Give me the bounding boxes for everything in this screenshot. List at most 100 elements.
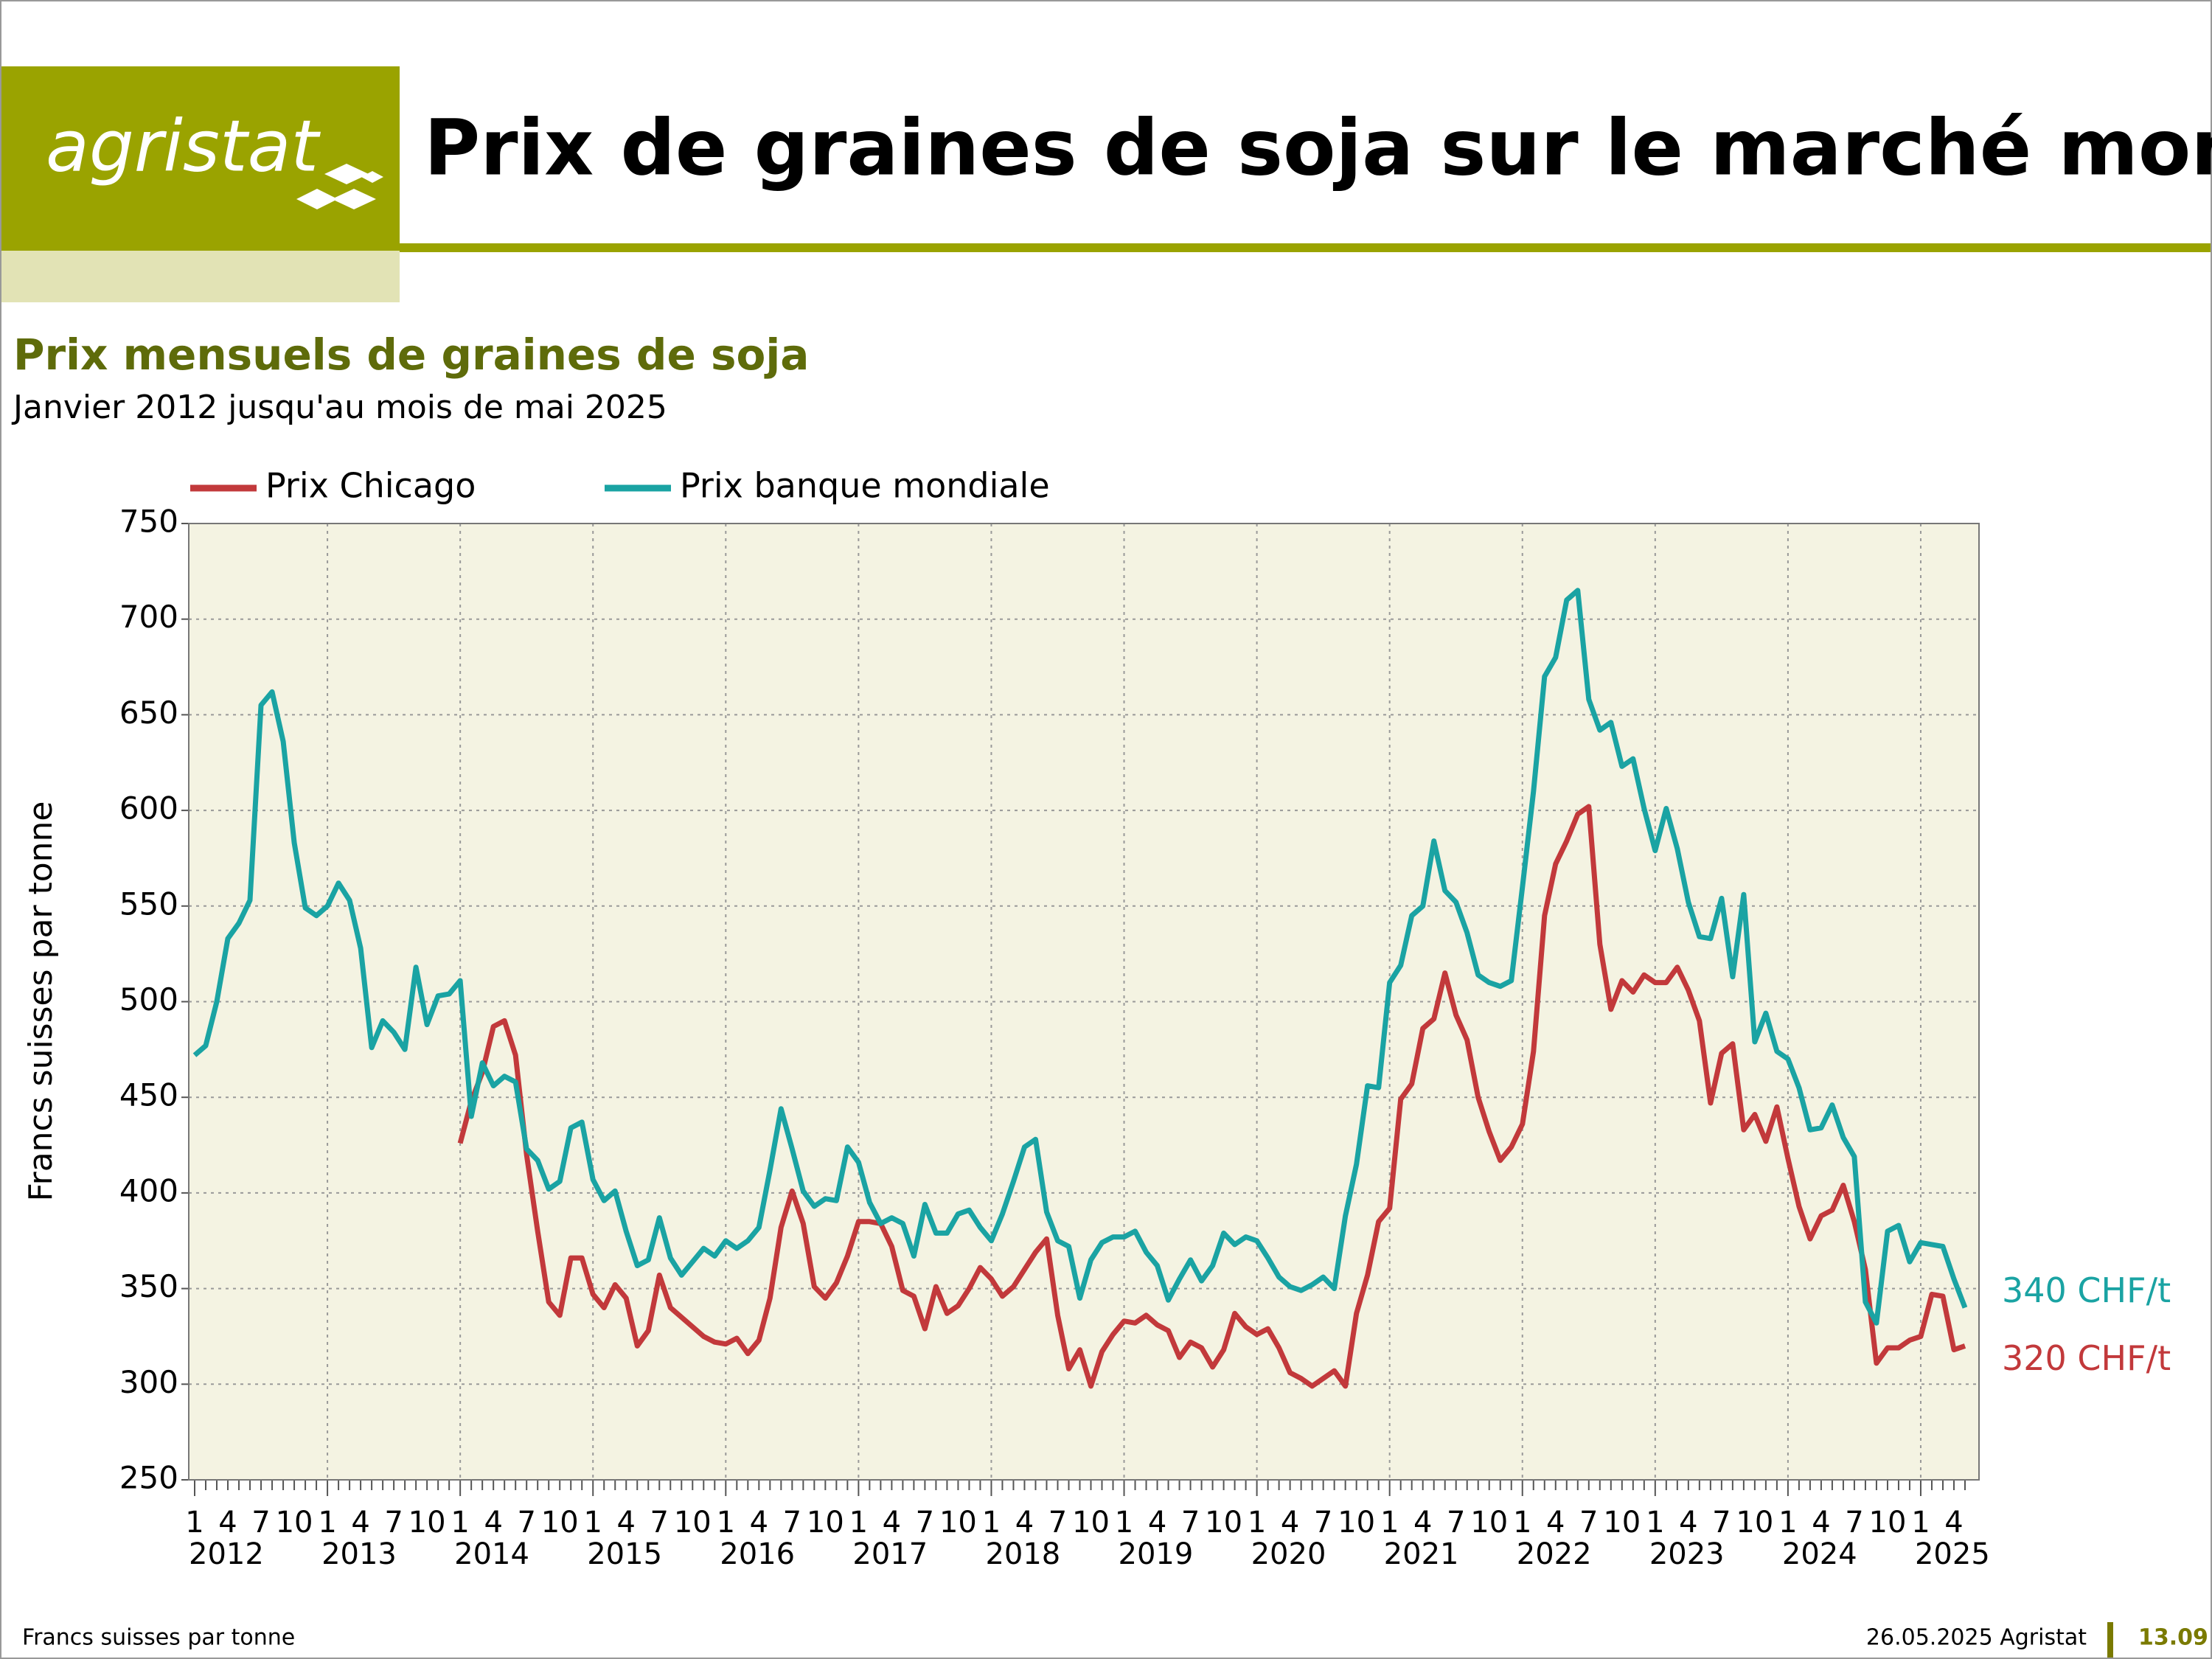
x-year-label: 2016 xyxy=(720,1537,795,1571)
y-tick-label: 650 xyxy=(119,695,178,731)
y-axis-label: Francs suisses par tonne xyxy=(22,801,60,1202)
x-year-label: 2018 xyxy=(985,1537,1060,1571)
series-line xyxy=(192,588,1968,1326)
x-tick-label: 7 xyxy=(916,1506,934,1540)
x-tick-label: 10 xyxy=(807,1506,844,1540)
x-year-label: 2023 xyxy=(1649,1537,1725,1571)
x-tick-label: 7 xyxy=(1314,1506,1332,1540)
logo-box xyxy=(1,66,400,251)
y-tick-label: 500 xyxy=(119,981,178,1018)
chart-title: Prix mensuels de graines de soja xyxy=(13,330,809,380)
x-tick-label: 4 xyxy=(218,1506,237,1540)
x-tick-label: 4 xyxy=(617,1506,636,1540)
x-tick-label: 7 xyxy=(1579,1506,1598,1540)
y-tick-label: 250 xyxy=(119,1460,178,1496)
x-year-label: 2017 xyxy=(852,1537,928,1571)
x-tick-label: 10 xyxy=(1869,1506,1907,1540)
x-tick-label: 7 xyxy=(1845,1506,1863,1540)
y-tick-label: 450 xyxy=(119,1077,178,1113)
x-year-label: 2025 xyxy=(1915,1537,1990,1571)
x-tick-label: 1 xyxy=(451,1506,469,1540)
x-tick-label: 10 xyxy=(276,1506,313,1540)
x-tick-label: 7 xyxy=(517,1506,535,1540)
x-year-label: 2022 xyxy=(1517,1537,1592,1571)
x-tick-label: 1 xyxy=(1646,1506,1664,1540)
x-tick-label: 1 xyxy=(1115,1506,1133,1540)
x-tick-label: 4 xyxy=(750,1506,768,1540)
end-label: 320 CHF/t xyxy=(2002,1338,2171,1378)
x-tick-label: 10 xyxy=(1205,1506,1242,1540)
end-label: 340 CHF/t xyxy=(2002,1270,2171,1310)
logo-strip xyxy=(1,251,400,302)
x-tick-label: 4 xyxy=(1679,1506,1697,1540)
x-tick-label: 7 xyxy=(1181,1506,1200,1540)
x-year-label: 2019 xyxy=(1119,1537,1194,1571)
x-tick-label: 10 xyxy=(541,1506,579,1540)
x-tick-label: 1 xyxy=(1911,1506,1930,1540)
x-tick-label: 4 xyxy=(1413,1506,1432,1540)
x-tick-label: 1 xyxy=(1380,1506,1399,1540)
y-tick-label: 700 xyxy=(119,599,178,635)
x-tick-label: 10 xyxy=(1603,1506,1641,1540)
x-tick-label: 4 xyxy=(1148,1506,1166,1540)
x-tick-label: 1 xyxy=(982,1506,1001,1540)
y-tick-label: 550 xyxy=(119,886,178,922)
x-tick-label: 1 xyxy=(717,1506,735,1540)
y-tick-label: 350 xyxy=(119,1268,178,1304)
x-tick-label: 4 xyxy=(1015,1506,1034,1540)
x-tick-label: 1 xyxy=(849,1506,868,1540)
logo-mark xyxy=(296,164,383,209)
x-tick-label: 10 xyxy=(408,1506,446,1540)
x-tick-label: 4 xyxy=(1281,1506,1299,1540)
x-year-label: 2020 xyxy=(1251,1537,1326,1571)
x-tick-label: 10 xyxy=(1470,1506,1508,1540)
x-year-label: 2024 xyxy=(1782,1537,1857,1571)
footer-date: 26.05.2025 Agristat xyxy=(1866,1625,2087,1651)
x-tick-label: 10 xyxy=(1072,1506,1110,1540)
y-tick-label: 300 xyxy=(119,1364,178,1400)
x-tick-label: 7 xyxy=(1447,1506,1465,1540)
x-tick-label: 4 xyxy=(883,1506,901,1540)
x-tick-label: 1 xyxy=(1248,1506,1266,1540)
y-tick-label: 600 xyxy=(119,790,178,827)
x-tick-label: 1 xyxy=(1778,1506,1797,1540)
page-title: Prix de graines de soja sur le marché mo… xyxy=(424,102,2212,192)
header-rule xyxy=(400,243,2211,252)
x-year-label: 2021 xyxy=(1384,1537,1459,1571)
x-tick-label: 4 xyxy=(1546,1506,1565,1540)
y-tick-label: 750 xyxy=(119,504,178,540)
logo-text: agristat xyxy=(46,105,321,187)
legend-label: Prix banque mondiale xyxy=(680,466,1050,506)
legend-label: Prix Chicago xyxy=(265,466,476,506)
x-tick-label: 7 xyxy=(1048,1506,1067,1540)
series-line xyxy=(457,804,1966,1389)
x-tick-label: 7 xyxy=(1712,1506,1731,1540)
x-year-label: 2013 xyxy=(321,1537,397,1571)
x-tick-label: 10 xyxy=(1338,1506,1375,1540)
x-tick-label: 7 xyxy=(650,1506,669,1540)
x-year-label: 2015 xyxy=(587,1537,662,1571)
footer-note: Francs suisses par tonne xyxy=(22,1625,295,1651)
chart-subtitle: Janvier 2012 jusqu'au mois de mai 2025 xyxy=(11,389,667,426)
x-tick-label: 4 xyxy=(351,1506,369,1540)
footer-page: 13.09 xyxy=(2138,1625,2208,1651)
x-tick-label: 10 xyxy=(939,1506,977,1540)
x-tick-label: 1 xyxy=(318,1506,336,1540)
x-tick-label: 10 xyxy=(674,1506,712,1540)
x-tick-label: 4 xyxy=(484,1506,502,1540)
x-tick-label: 10 xyxy=(1736,1506,1773,1540)
x-year-label: 2014 xyxy=(454,1537,529,1571)
x-year-label: 2012 xyxy=(189,1537,264,1571)
x-tick-label: 7 xyxy=(384,1506,403,1540)
x-tick-label: 1 xyxy=(583,1506,602,1540)
x-tick-label: 1 xyxy=(1513,1506,1531,1540)
plot-border xyxy=(188,523,1980,1481)
x-tick-label: 7 xyxy=(783,1506,801,1540)
x-tick-label: 7 xyxy=(251,1506,270,1540)
y-tick-label: 400 xyxy=(119,1172,178,1208)
x-tick-label: 4 xyxy=(1812,1506,1830,1540)
x-tick-label: 1 xyxy=(185,1506,204,1540)
